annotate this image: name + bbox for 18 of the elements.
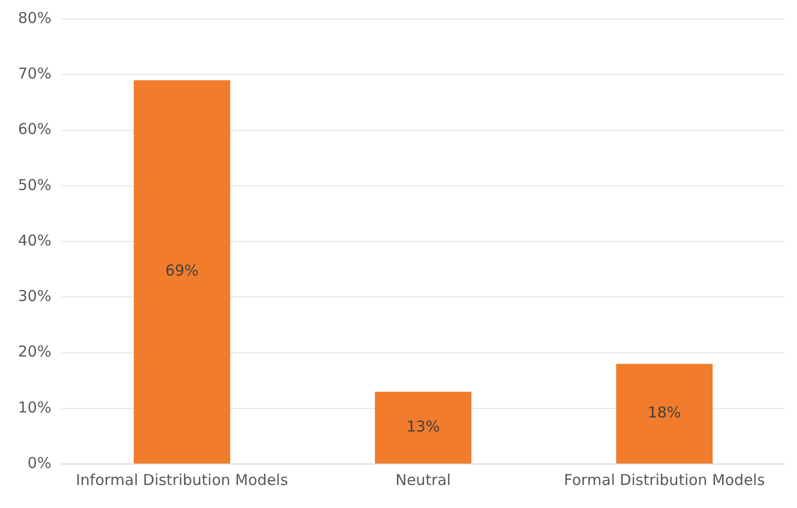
bar <box>616 364 713 464</box>
y-tick-label: 80% <box>18 8 52 27</box>
y-tick-label: 70% <box>18 64 52 83</box>
data-label: 13% <box>406 417 440 436</box>
y-tick-label: 40% <box>18 231 52 250</box>
y-tick-label: 50% <box>18 176 52 194</box>
bar <box>374 392 472 464</box>
y-tick-label: 10% <box>18 398 52 416</box>
y-tick-label: 30% <box>18 287 52 306</box>
y-tick-label: 20% <box>18 342 52 361</box>
bar <box>134 80 230 464</box>
data-label: 69% <box>165 262 199 280</box>
x-tick-label: Informal Distribution Models <box>76 470 288 489</box>
x-tick-label: Formal Distribution Models <box>564 470 766 489</box>
y-tick-label: 0% <box>28 454 52 472</box>
x-tick-label: Neutral <box>395 470 451 489</box>
data-label: 18% <box>648 404 682 422</box>
y-tick-label: 60% <box>18 120 52 138</box>
